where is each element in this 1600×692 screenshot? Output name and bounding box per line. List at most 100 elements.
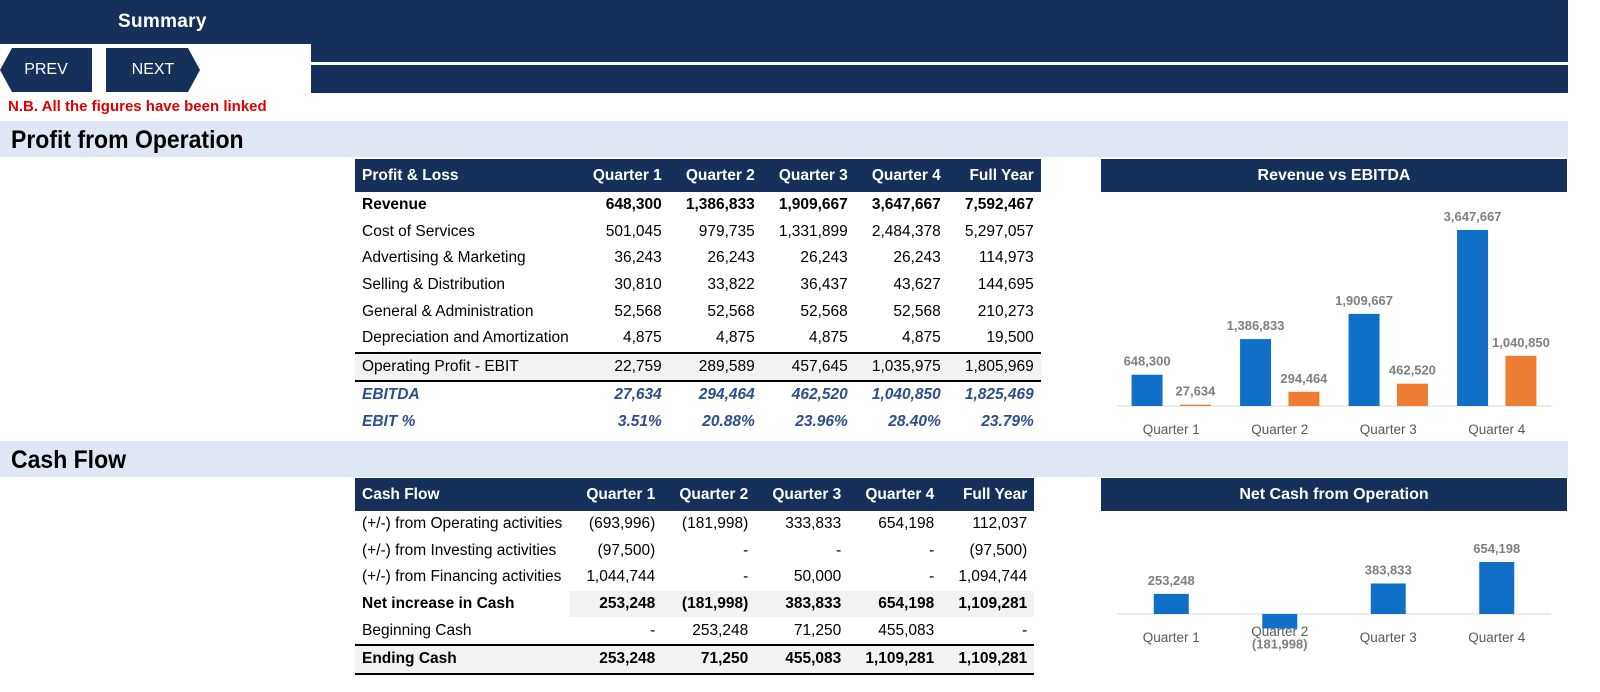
table-cell: 1,094,744: [958, 568, 1028, 586]
chart-category-label: Quarter 4: [1468, 422, 1526, 437]
section-header-cash: Cash Flow: [0, 441, 1568, 477]
header-divider: [311, 62, 1568, 65]
table-cell: 1,909,667: [778, 196, 848, 214]
column-header: Cash Flow: [355, 478, 570, 511]
row-revenue: Revenue 648,300 1,386,833 1,909,667 3,647,66…: [355, 192, 1041, 219]
row-label: Beginning Cash: [362, 621, 472, 639]
chart-data-label: 654,198: [1473, 541, 1520, 556]
table-cell: 253,248: [569, 643, 663, 675]
chart-bar: [1396, 383, 1428, 406]
row-ending-cash: Ending Cash 253,248 71,250 455,083 1,109,281…: [355, 643, 1035, 675]
table-cell: 30,810: [614, 276, 662, 294]
table-cell: -: [650, 621, 656, 639]
table-cell: 462,520: [791, 386, 848, 404]
row-general-admin: General & Administration 52,568 52,568 52,5…: [355, 298, 1041, 325]
table-cell: (693,996): [588, 515, 656, 533]
chart-data-label: 294,464: [1280, 371, 1328, 386]
chart-category-label: Quarter 2: [1251, 624, 1308, 639]
column-header: Quarter 2: [668, 159, 762, 192]
column-header: Quarter 3: [761, 159, 855, 192]
section-title-cash: Cash Flow: [11, 446, 127, 474]
table-cell: 144,695: [977, 276, 1034, 294]
table-cell: 26,243: [707, 249, 755, 267]
table-cell: 22,759: [575, 351, 669, 383]
table-cell: 455,083: [878, 621, 935, 639]
chart-data-label: 1,040,850: [1492, 335, 1550, 350]
chart-category-label: Quarter 1: [1143, 630, 1200, 645]
table-cell: 27,634: [614, 386, 662, 404]
row-financing-activities: (+/-) from Financing activities 1,044,744…: [355, 564, 1034, 591]
table-cell: 333,833: [785, 515, 842, 533]
table-cell: 457,645: [761, 351, 855, 383]
chart-category-label: Quarter 3: [1360, 630, 1417, 645]
prev-button[interactable]: PREV: [0, 48, 92, 92]
chart-bar: [1240, 339, 1272, 406]
table-cell: 1,805,969: [947, 351, 1041, 383]
table-cell: 52,568: [614, 302, 662, 320]
row-label: EBITDA: [362, 386, 420, 404]
next-button[interactable]: NEXT: [106, 48, 200, 92]
profit-loss-table: Profit & Loss Quarter 1 Quarter 2 Quarte…: [355, 159, 1041, 435]
table-cell: 26,243: [893, 249, 941, 267]
table-cell: 71,250: [662, 643, 756, 675]
row-ebit-percent: EBIT % 3.51% 20.88% 23.96% 28.40% 23.79%: [355, 409, 1041, 436]
table-cell: 654,198: [878, 515, 935, 533]
column-header: Full Year: [947, 159, 1041, 192]
table-cell: 52,568: [893, 302, 941, 320]
table-cell: 253,248: [692, 621, 749, 639]
table-cell: 7,592,467: [964, 196, 1034, 214]
table-cell: 33,822: [707, 276, 755, 294]
column-header: Full Year: [941, 478, 1035, 511]
chart-title-revenue-ebitda: Revenue vs EBITDA: [1101, 159, 1567, 192]
table-cell: 50,000: [793, 568, 842, 586]
table-cell: 1,109,281: [941, 643, 1035, 675]
table-cell: -: [1022, 621, 1028, 639]
table-cell: 2,484,378: [871, 222, 941, 240]
table-cell: 4,875: [902, 329, 941, 347]
column-header: Quarter 1: [575, 159, 669, 192]
table-cell: 71,250: [793, 621, 842, 639]
column-header: Quarter 4: [854, 159, 948, 192]
table-cell: -: [743, 568, 749, 586]
table-header-row: Cash Flow Quarter 1 Quarter 2 Quarter 3 …: [355, 478, 1035, 511]
table-cell: 1,109,281: [941, 590, 1035, 618]
chart-category-label: Quarter 3: [1360, 422, 1417, 437]
table-cell: 36,437: [800, 276, 848, 294]
column-header: Quarter 1: [569, 478, 663, 511]
chart-data-label: 253,248: [1148, 573, 1195, 588]
chart-bar: [1457, 230, 1489, 406]
section-title-profit: Profit from Operation: [11, 126, 244, 154]
table-cell: 5,297,057: [964, 222, 1034, 240]
revenue-ebitda-chart: 648,300 1,386,833 1,909,667 3,647,667 27,634…: [1117, 209, 1551, 437]
table-cell: 26,243: [800, 249, 848, 267]
table-cell: 52,568: [800, 302, 848, 320]
chart-category-label: Quarter 4: [1468, 630, 1526, 645]
row-label: Advertising & Marketing: [362, 249, 526, 267]
table-cell: 3.51%: [617, 413, 662, 431]
table-cell: 4,875: [809, 329, 848, 347]
table-cell: 114,973: [978, 249, 1034, 267]
row-label: (+/-) from Financing activities: [362, 568, 562, 586]
table-cell: 1,825,469: [964, 386, 1034, 404]
chart-category-label: Quarter 1: [1143, 422, 1200, 437]
row-label: Net increase in Cash: [362, 595, 515, 613]
table-cell: 455,083: [755, 643, 849, 675]
chart-data-label: (181,998): [1252, 636, 1308, 651]
chart-data-label: 27,634: [1176, 384, 1217, 399]
header-strip: [311, 44, 1568, 65]
section-header-profit: Profit from Operation: [0, 121, 1568, 157]
table-cell: 1,040,850: [871, 386, 941, 404]
row-depreciation: Depreciation and Amortization 4,875 4,875 4…: [355, 325, 1041, 353]
table-cell: 1,044,744: [586, 568, 656, 586]
chart-data-label: 383,833: [1365, 562, 1412, 577]
table-cell: -: [743, 541, 749, 559]
table-cell: 501,045: [605, 222, 662, 240]
row-beginning-cash: Beginning Cash - 253,248 71,250 455,083 -: [355, 617, 1034, 645]
table-cell: (97,500): [969, 541, 1028, 559]
table-cell: 654,198: [848, 590, 942, 618]
chart-bar: [1370, 583, 1406, 614]
row-operating-activities: (+/-) from Operating activities (693,996)…: [355, 511, 1034, 538]
page-title: Summary: [118, 11, 207, 32]
table-cell: 20.88%: [702, 413, 755, 431]
table-cell: 210,273: [977, 302, 1034, 320]
